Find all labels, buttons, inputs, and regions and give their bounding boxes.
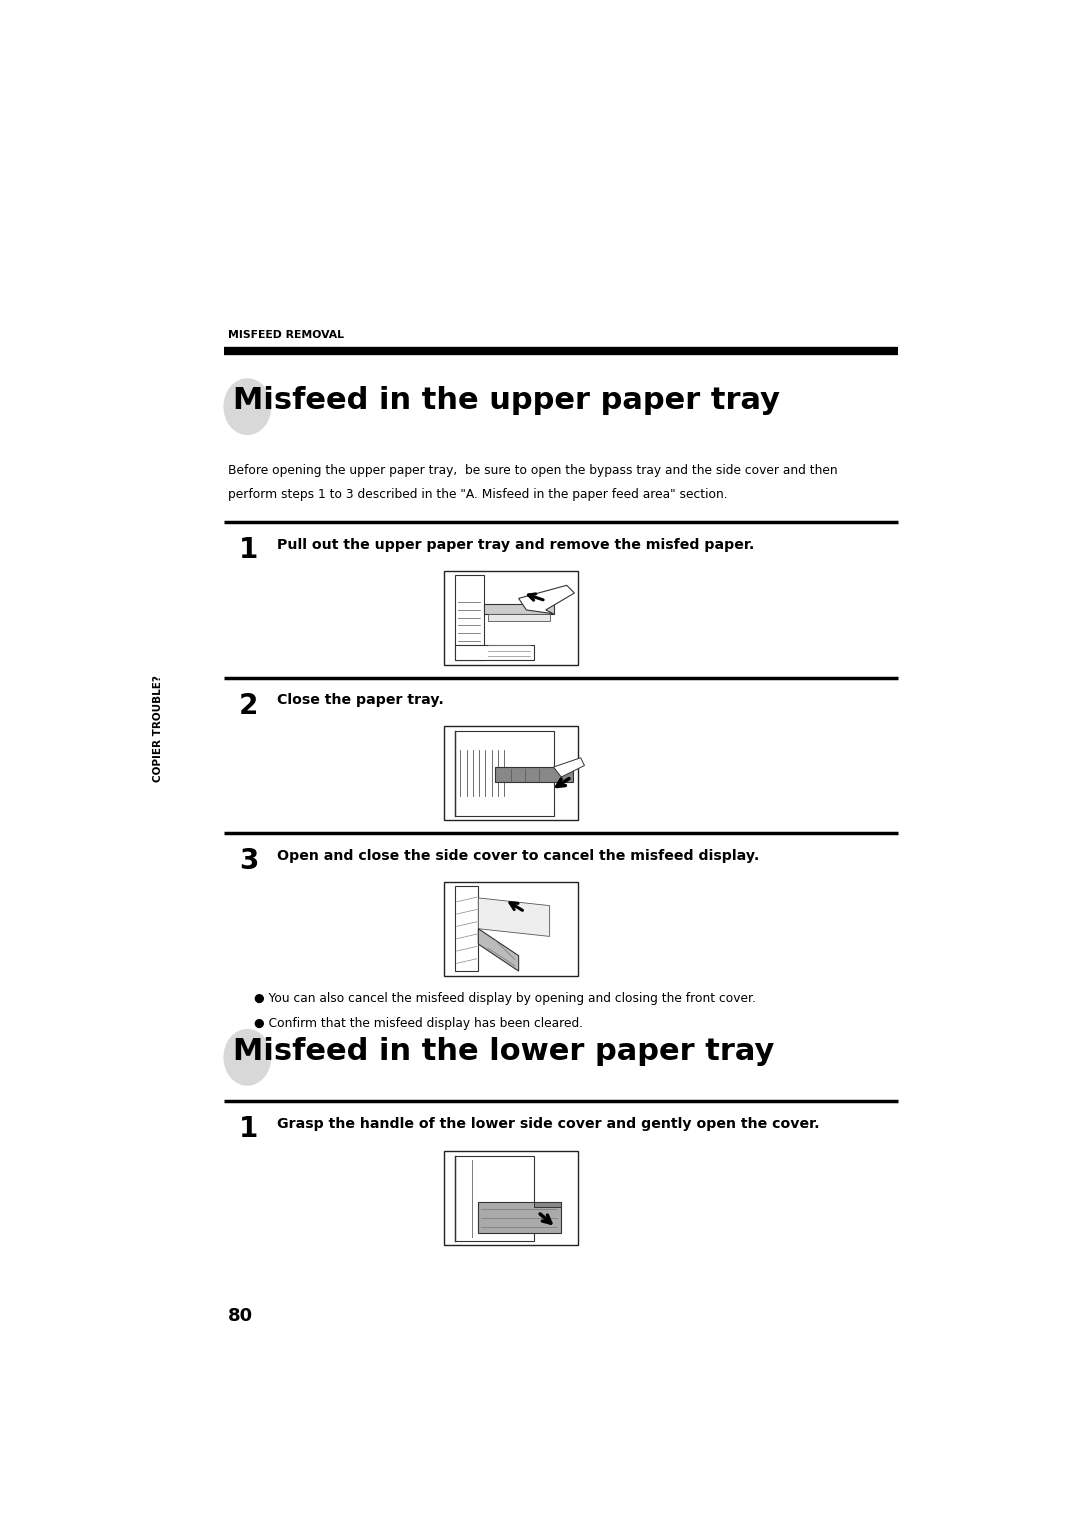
Polygon shape <box>496 767 572 782</box>
Text: COPIER TROUBLE?: COPIER TROUBLE? <box>153 675 163 782</box>
Text: 1: 1 <box>240 1115 258 1143</box>
Text: Close the paper tray.: Close the paper tray. <box>276 694 444 707</box>
Text: Misfeed in the upper paper tray: Misfeed in the upper paper tray <box>233 387 781 416</box>
Text: Pull out the upper paper tray and remove the misfed paper.: Pull out the upper paper tray and remove… <box>276 538 754 552</box>
FancyBboxPatch shape <box>444 882 578 976</box>
Polygon shape <box>554 758 584 778</box>
Text: Grasp the handle of the lower side cover and gently open the cover.: Grasp the handle of the lower side cover… <box>276 1117 820 1131</box>
FancyBboxPatch shape <box>444 1151 578 1245</box>
Text: perform steps 1 to 3 described in the "A. Misfeed in the paper feed area" sectio: perform steps 1 to 3 described in the "A… <box>228 487 728 501</box>
Ellipse shape <box>225 1030 271 1085</box>
Polygon shape <box>455 1155 535 1241</box>
FancyBboxPatch shape <box>444 570 578 665</box>
Text: Before opening the upper paper tray,  be sure to open the bypass tray and the si: Before opening the upper paper tray, be … <box>228 465 838 477</box>
Polygon shape <box>488 614 550 622</box>
Text: ● You can also cancel the misfeed display by opening and closing the front cover: ● You can also cancel the misfeed displa… <box>254 992 755 1005</box>
Text: 80: 80 <box>228 1308 253 1325</box>
Polygon shape <box>478 1203 562 1233</box>
Text: 3: 3 <box>240 847 258 876</box>
Polygon shape <box>455 645 535 660</box>
Text: 1: 1 <box>240 536 258 564</box>
Text: ● Confirm that the misfeed display has been cleared.: ● Confirm that the misfeed display has b… <box>254 1016 583 1030</box>
Polygon shape <box>518 585 575 614</box>
Polygon shape <box>478 929 518 972</box>
Polygon shape <box>484 604 554 614</box>
Text: 2: 2 <box>240 692 258 720</box>
Polygon shape <box>478 898 550 937</box>
Polygon shape <box>455 575 484 660</box>
Polygon shape <box>455 730 554 816</box>
Text: Misfeed in the lower paper tray: Misfeed in the lower paper tray <box>233 1036 774 1065</box>
Text: Open and close the side cover to cancel the misfeed display.: Open and close the side cover to cancel … <box>276 848 759 863</box>
Text: MISFEED REMOVAL: MISFEED REMOVAL <box>228 330 345 339</box>
Polygon shape <box>455 886 478 972</box>
Ellipse shape <box>225 379 271 434</box>
Polygon shape <box>535 1203 562 1207</box>
FancyBboxPatch shape <box>444 726 578 821</box>
